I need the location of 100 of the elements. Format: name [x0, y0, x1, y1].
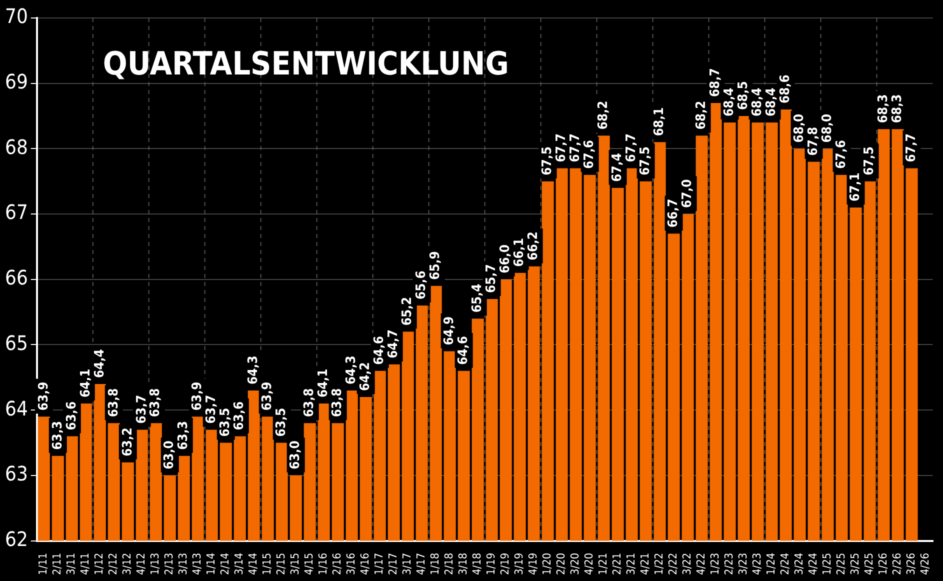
- x-tick-label: 1/26: [876, 552, 890, 576]
- y-tick-label: 65: [5, 330, 28, 355]
- x-tick-label: 2/23: [722, 552, 736, 576]
- data-label: 67,4: [610, 153, 626, 182]
- x-tick-label: 4/12: [134, 552, 148, 576]
- data-label: 67,5: [862, 146, 878, 176]
- x-tick-label: 3/17: [400, 552, 414, 576]
- data-label: 64,7: [386, 329, 402, 358]
- data-label: 63,6: [64, 401, 80, 430]
- x-tick-label: 1/11: [36, 552, 50, 576]
- x-tick-label: 3/20: [568, 552, 582, 576]
- data-label: 68,5: [736, 81, 752, 110]
- data-label: 67,5: [638, 146, 654, 176]
- data-label: 63,3: [176, 420, 192, 450]
- x-tick-label: 4/26: [918, 552, 932, 576]
- data-label: 65,6: [414, 270, 430, 300]
- y-tick-label: 68: [5, 134, 28, 159]
- data-label: 68,2: [694, 100, 710, 130]
- data-label: 65,9: [428, 251, 444, 280]
- data-label: 66,0: [498, 244, 514, 274]
- x-tick-label: 2/16: [330, 552, 344, 576]
- data-label: 68,2: [596, 100, 612, 130]
- x-tick-label: 1/17: [372, 552, 386, 576]
- data-label: 63,5: [274, 408, 290, 437]
- data-label: 64,1: [78, 368, 94, 398]
- x-tick-label: 3/22: [680, 552, 694, 576]
- data-label: 63,2: [120, 428, 136, 456]
- x-tick-label: 3/12: [120, 552, 134, 576]
- data-label: 67,7: [624, 133, 640, 162]
- x-tick-label: 1/23: [708, 552, 722, 576]
- data-label: 67,1: [848, 172, 864, 202]
- x-tick-label: 4/16: [358, 552, 372, 576]
- x-tick-label: 1/25: [820, 552, 834, 576]
- data-label: 63,5: [218, 408, 234, 437]
- data-label: 65,4: [470, 284, 486, 313]
- data-label: 68,0: [820, 114, 836, 143]
- data-label: 68,0: [792, 114, 808, 143]
- data-label: 63,6: [232, 401, 248, 430]
- data-label: 66,2: [526, 231, 542, 260]
- data-label: 65,7: [484, 264, 500, 293]
- x-tick-label: 1/24: [764, 552, 778, 576]
- x-tick-label: 2/21: [610, 552, 624, 576]
- x-tick-label: 2/14: [218, 552, 232, 576]
- x-tick-label: 2/25: [834, 552, 848, 576]
- x-tick-label: 4/24: [806, 552, 820, 576]
- x-tick-label: 1/20: [540, 552, 554, 576]
- x-tick-label: 3/19: [512, 552, 526, 576]
- data-label: 68,6: [778, 74, 794, 104]
- x-tick-label: 4/20: [582, 552, 596, 576]
- x-tick-label: 2/19: [498, 552, 512, 576]
- x-tick-label: 1/19: [484, 552, 498, 576]
- x-tick-label: 4/14: [246, 552, 260, 576]
- x-tick-label: 4/15: [302, 552, 316, 576]
- y-tick-label: 70: [5, 4, 28, 28]
- x-tick-label: 3/25: [848, 552, 862, 576]
- x-tick-label: 3/14: [232, 552, 246, 576]
- data-label: 63,0: [288, 440, 304, 470]
- data-label: 64,3: [246, 356, 262, 384]
- x-tick-label: 2/17: [386, 552, 400, 576]
- data-label: 64,6: [456, 336, 472, 365]
- x-tick-label: 3/23: [736, 552, 750, 576]
- data-label: 67,0: [680, 179, 696, 208]
- x-tick-label: 4/22: [694, 552, 708, 576]
- x-tick-label: 4/17: [414, 552, 428, 576]
- data-label: 67,6: [582, 140, 598, 169]
- x-tick-label: 2/24: [778, 552, 792, 576]
- x-tick-label: 3/21: [624, 552, 638, 576]
- data-label: 64,6: [372, 336, 388, 365]
- y-tick-label: 66: [5, 266, 28, 290]
- y-tick-label: 69: [5, 70, 28, 94]
- text: QUARTALSENTWICKLUNG: [102, 44, 509, 82]
- x-tick-label: 3/16: [344, 552, 358, 576]
- data-label: 68,3: [876, 94, 892, 124]
- data-label: 66,1: [512, 238, 528, 267]
- y-tick-label: 64: [5, 396, 28, 420]
- data-label: 63,9: [190, 382, 206, 411]
- x-tick-label: 1/21: [596, 552, 610, 576]
- data-label: 63,0: [162, 440, 178, 470]
- y-tick-label: 63: [5, 462, 28, 486]
- x-tick-label: 2/13: [162, 552, 176, 576]
- x-tick-label: 1/14: [204, 552, 218, 576]
- data-label: 67,5: [540, 146, 556, 176]
- data-label: 64,1: [316, 368, 332, 398]
- x-tick-label: 1/16: [316, 552, 330, 576]
- x-tick-label: 2/26: [890, 552, 904, 576]
- x-tick-label: 1/18: [428, 552, 442, 576]
- x-tick-label: 4/18: [470, 552, 484, 576]
- data-label: 68,4: [764, 88, 780, 117]
- x-tick-label: 3/26: [904, 552, 918, 576]
- data-label: 63,3: [50, 420, 66, 450]
- data-label: 63,7: [204, 394, 220, 424]
- data-label: 68,1: [652, 107, 668, 136]
- data-label: 66,7: [666, 198, 682, 228]
- y-tick-label: 67: [5, 200, 28, 224]
- data-label: 67,8: [806, 126, 822, 156]
- x-tick-label: 4/11: [78, 552, 92, 576]
- x-tick-label: 2/11: [50, 552, 64, 576]
- data-label: 68,7: [708, 68, 724, 97]
- data-label: 65,2: [400, 296, 416, 326]
- data-label: 63,8: [302, 388, 318, 418]
